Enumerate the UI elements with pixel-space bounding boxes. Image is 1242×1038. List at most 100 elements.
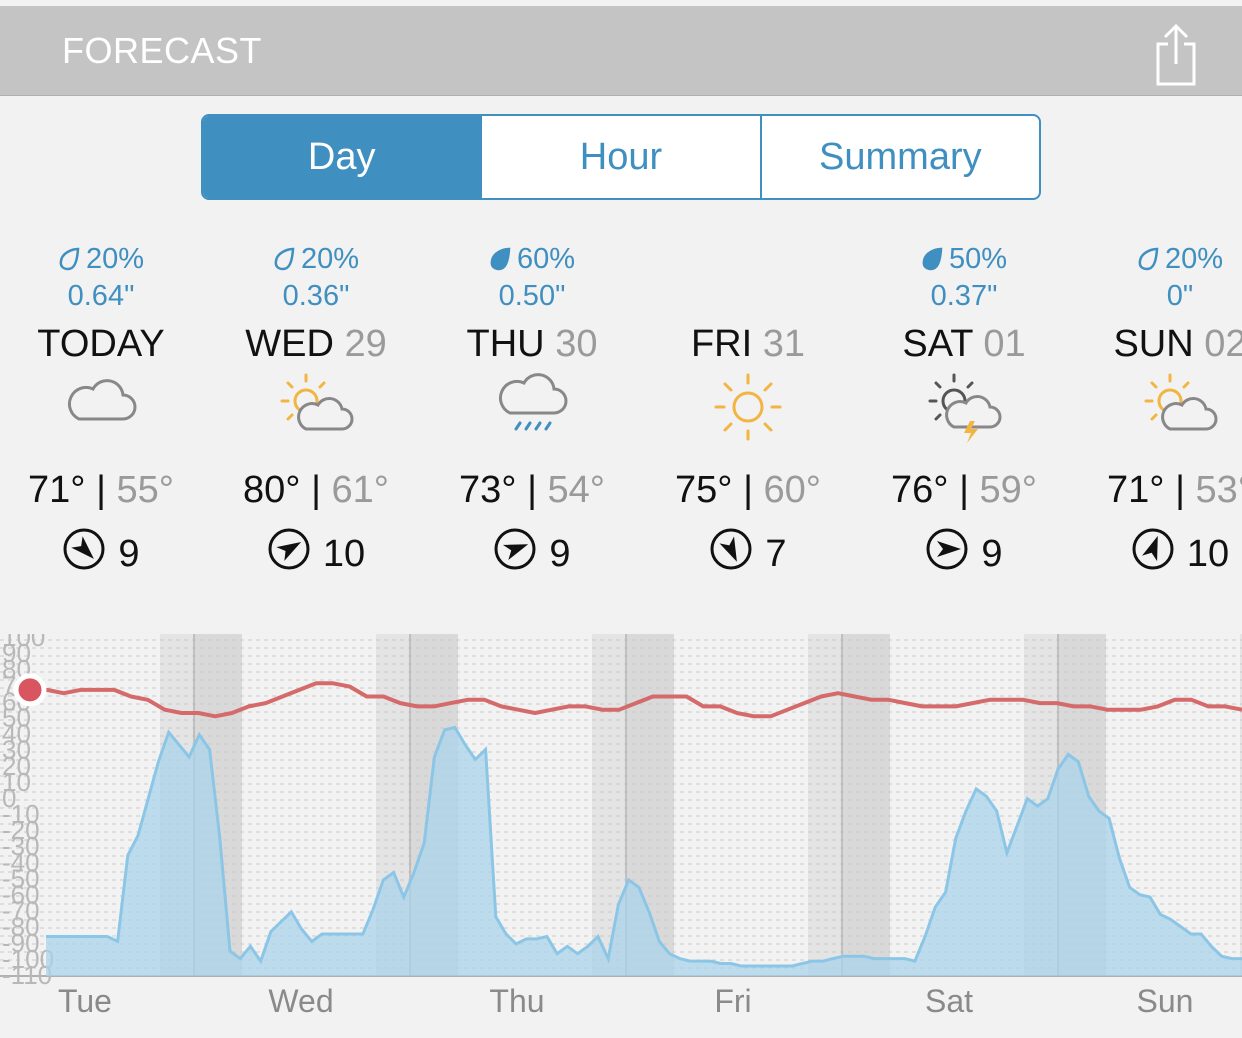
partly-sunny-icon xyxy=(1072,371,1242,449)
day-label: SUN xyxy=(1113,323,1194,365)
night-band-core xyxy=(842,634,890,976)
current-time-marker xyxy=(13,673,47,707)
temperature-range: 75° | 60° xyxy=(640,463,856,517)
tab-hour[interactable]: Hour xyxy=(480,116,759,198)
raindrop-icon xyxy=(1137,243,1159,281)
temperature-range: 71° | 55° xyxy=(0,463,209,517)
y-tick-label: 50 xyxy=(2,702,31,732)
day-number: 30 xyxy=(555,323,598,365)
raindrop-icon xyxy=(273,243,295,281)
day-name: SUN 02 xyxy=(1072,319,1242,369)
x-axis-label: Thu xyxy=(489,983,544,1019)
y-tick-label: 0 xyxy=(2,783,16,813)
day-column[interactable]: 20% 0" SUN 02 71° | 53° 10 xyxy=(1072,240,1242,579)
wind: 9 xyxy=(424,527,640,581)
y-tick-label: -50 xyxy=(2,863,40,893)
y-tick-label: -100 xyxy=(2,944,54,974)
tab-day[interactable]: Day xyxy=(203,116,481,198)
y-tick-label: -10 xyxy=(2,799,40,829)
share-icon[interactable] xyxy=(1148,22,1204,88)
precip-amount xyxy=(640,278,856,314)
day-number: 01 xyxy=(983,323,1026,365)
day-column[interactable]: 20% 0.64" TODAY 71° | 55° 9 xyxy=(0,240,209,579)
y-tick-label: 40 xyxy=(2,719,31,749)
y-tick-label: -90 xyxy=(2,928,40,958)
low-temp: 61° xyxy=(331,469,389,511)
sun-icon xyxy=(640,371,856,449)
cloud-icon xyxy=(0,371,209,449)
y-tick-label: -60 xyxy=(2,880,40,910)
day-number: 29 xyxy=(344,323,387,365)
wind: 10 xyxy=(1072,527,1242,581)
precip-chance: 20% xyxy=(0,240,209,278)
low-temp: 59° xyxy=(979,469,1037,511)
wind-direction-icon xyxy=(1131,527,1175,581)
y-tick-label: -40 xyxy=(2,847,40,877)
temperature-range: 71° | 53° xyxy=(1072,463,1242,517)
day-column[interactable]: FRI 31 75° | 60° 7 xyxy=(640,240,856,579)
day-column[interactable]: 20% 0.36" WED 29 80° | 61° 10 xyxy=(208,240,424,579)
precip-chance-value: 20% xyxy=(300,243,360,275)
precip-chance: 60% xyxy=(424,240,640,278)
high-temp: 80° xyxy=(243,469,301,511)
view-tabs: Day Hour Summary xyxy=(201,114,1041,200)
precip-amount: 0.50" xyxy=(498,280,566,312)
high-temp: 73° xyxy=(459,469,517,511)
page-title: FORECAST xyxy=(62,30,263,71)
precip-amount: 0" xyxy=(1166,280,1194,312)
precip-amount: 0.37" xyxy=(930,280,998,312)
precip-chance-value: 60% xyxy=(516,243,576,275)
day-column[interactable]: 60% 0.50" THU 30 73° | 54° 9 xyxy=(424,240,640,579)
low-temp: 55° xyxy=(116,469,174,511)
x-axis-label: Sat xyxy=(925,983,973,1019)
y-tick-label: 90 xyxy=(2,638,31,668)
y-tick-label: -110 xyxy=(2,960,52,990)
wind-direction-icon xyxy=(62,527,106,581)
y-tick-label: 30 xyxy=(2,735,31,765)
precip-chance-value: 20% xyxy=(1164,243,1224,275)
temperature-range: 73° | 54° xyxy=(424,463,640,517)
night-band xyxy=(1240,634,1242,976)
precip-chance: 50% xyxy=(856,240,1072,278)
temp-separator: | xyxy=(527,469,537,511)
tab-summary[interactable]: Summary xyxy=(759,116,1039,198)
wind-direction-icon xyxy=(925,527,969,581)
wind: 10 xyxy=(208,528,424,579)
day-column[interactable]: 50% 0.37" SAT 01 76° | 59° 9 xyxy=(856,240,1072,579)
precip-chance: 20% xyxy=(208,240,424,278)
day-name: TODAY xyxy=(0,319,209,369)
temp-separator: | xyxy=(311,469,321,511)
x-axis-label: Wed xyxy=(268,983,333,1019)
wind: 7 xyxy=(640,527,856,581)
raindrop-icon xyxy=(921,243,943,281)
status-strip xyxy=(0,0,1242,6)
precip-line xyxy=(46,725,1242,968)
precip-chance xyxy=(640,240,856,278)
day-label: WED xyxy=(245,323,334,365)
temperature-range: 76° | 59° xyxy=(856,463,1072,517)
x-axis-label: Fri xyxy=(714,983,751,1019)
temp-separator: | xyxy=(743,469,753,511)
wind-speed: 10 xyxy=(1186,532,1230,575)
day-label: SAT xyxy=(902,323,973,365)
temp-separator: | xyxy=(959,469,969,511)
y-tick-label: 100 xyxy=(2,634,45,652)
high-temp: 76° xyxy=(891,469,949,511)
raindrop-icon xyxy=(489,243,511,281)
day-label: FRI xyxy=(690,323,753,365)
y-tick-label: 20 xyxy=(2,751,31,781)
raindrop-icon xyxy=(58,243,80,281)
precip-chance-value: 50% xyxy=(948,243,1008,275)
precip-amount: 0.64" xyxy=(67,280,135,312)
day-name: THU 30 xyxy=(424,319,640,369)
wind-direction-icon xyxy=(493,527,537,581)
wind-speed: 7 xyxy=(765,532,787,575)
header-bar: FORECAST xyxy=(0,6,1242,96)
high-temp: 75° xyxy=(675,469,733,511)
wind-speed: 9 xyxy=(118,532,140,575)
y-tick-label: -70 xyxy=(2,896,40,926)
rain-icon xyxy=(424,371,640,449)
wind: 9 xyxy=(856,527,1072,581)
wind-direction-icon xyxy=(709,527,753,581)
wind-speed: 9 xyxy=(981,532,1003,575)
